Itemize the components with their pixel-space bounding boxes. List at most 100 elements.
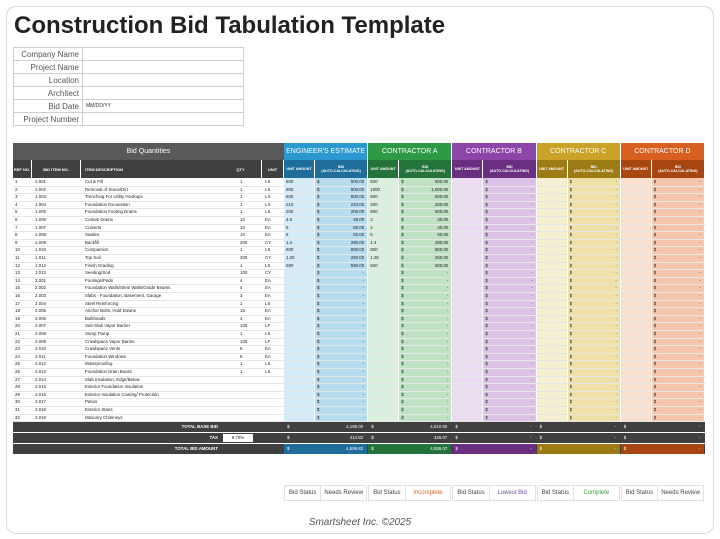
cell-unit[interactable]: EA [265,315,271,321]
cell-unit-amount[interactable]: 4.5 [286,217,293,222]
cell-item[interactable]: 2.002 [35,285,46,291]
cell-unit-amount[interactable] [539,239,566,247]
cell-unit-amount[interactable] [539,315,566,323]
cell-desc[interactable]: Sump Pump [85,331,110,336]
cell-unit[interactable]: LF [265,338,271,344]
cell-unit-amount[interactable]: 1000 [370,186,380,192]
cell-ref[interactable]: 12 [15,262,20,268]
cell-ref[interactable]: 14 [15,277,20,283]
cell-unit-amount[interactable] [454,193,481,201]
cell-unit-amount[interactable] [539,398,566,406]
cell-unit-amount[interactable] [539,345,566,353]
cell-unit-amount[interactable] [539,284,566,292]
cell-unit-amount[interactable] [623,284,650,292]
cell-unit-amount[interactable] [539,201,566,209]
cell-item[interactable]: 1.010 [35,247,46,253]
bid-status-value[interactable]: Needs Review [324,490,364,496]
cell-unit[interactable]: LS [265,361,271,367]
cell-item[interactable]: 2.007 [35,323,46,329]
cell-qty[interactable]: 1 [240,300,243,306]
cell-unit-amount[interactable] [623,178,650,186]
project-info-value[interactable]: MM/DD/YY [82,99,244,113]
cell-ref[interactable]: 8 [15,232,18,238]
cell-ref[interactable]: 6 [15,217,18,222]
bid-status-value[interactable]: Complete [583,490,610,496]
cell-item[interactable]: 1.006 [35,217,46,222]
cell-unit[interactable]: EA [265,232,271,238]
cell-unit-amount[interactable] [454,391,481,399]
cell-desc[interactable]: Slab Insulation, Edge/Below [85,376,140,382]
cell-desc[interactable]: Foundation Windows [85,353,127,359]
cell-unit-amount[interactable] [623,292,650,300]
cell-ref[interactable]: 25 [15,361,20,367]
cell-item[interactable]: 2.015 [35,384,46,390]
cell-desc[interactable]: Sub-Slab Vapor Barrier [85,323,131,329]
cell-ref[interactable]: 18 [15,308,20,314]
cell-qty[interactable]: 100 [240,338,248,344]
cell-unit-amount[interactable] [623,406,650,414]
cell-qty[interactable]: 100 [240,270,248,276]
cell-item[interactable]: 1.013 [35,270,46,276]
cell-unit-amount[interactable] [539,224,566,232]
cell-unit-amount[interactable]: 4 [370,224,373,230]
cell-unit-amount[interactable] [454,224,481,232]
cell-unit[interactable]: LS [265,369,271,374]
project-info-value[interactable] [82,86,244,100]
cell-unit-amount[interactable] [623,239,650,247]
cell-unit-amount[interactable] [286,338,313,346]
cell-unit-amount[interactable] [623,383,650,391]
cell-unit-amount[interactable] [623,338,650,346]
cell-unit-amount[interactable] [286,307,313,315]
cell-unit-amount[interactable] [454,216,481,224]
cell-desc[interactable]: Trenching For Utility Hookups [85,194,143,200]
cell-item[interactable]: 2.006 [35,315,46,321]
cell-unit-amount[interactable] [370,338,397,346]
cell-unit-amount[interactable] [454,254,481,262]
cell-item[interactable]: 2.010 [35,346,46,352]
cell-unit[interactable]: LS [265,179,271,184]
cell-unit-amount[interactable]: 500 [286,179,294,184]
cell-unit-amount[interactable] [623,231,650,239]
cell-unit-amount[interactable]: 210 [286,201,294,207]
cell-unit-amount[interactable] [454,345,481,353]
cell-unit-amount[interactable] [454,368,481,376]
cell-qty[interactable] [240,398,260,406]
cell-unit-amount[interactable] [286,368,313,376]
cell-ref[interactable]: 15 [15,285,20,291]
cell-unit-amount[interactable] [623,262,650,270]
cell-qty[interactable]: 1 [240,361,243,367]
cell-desc[interactable]: Finish Grading [85,262,114,268]
cell-desc[interactable]: Patios [85,399,98,405]
cell-desc[interactable]: Footings/Pads [85,277,114,283]
cell-qty[interactable]: 1 [240,331,243,336]
cell-unit-amount[interactable] [370,376,397,384]
cell-desc[interactable]: Exterior Stairs [85,407,113,412]
cell-ref[interactable]: 21 [15,331,20,336]
cell-unit-amount[interactable] [370,368,397,376]
cell-ref[interactable]: 4 [15,201,18,207]
cell-unit-amount[interactable] [623,254,650,262]
cell-item[interactable]: 2.011 [35,353,46,359]
cell-unit-amount[interactable] [370,277,397,285]
cell-unit[interactable]: LS [265,300,271,306]
cell-unit-amount[interactable] [370,284,397,292]
cell-unit-amount[interactable] [539,292,566,300]
cell-unit[interactable]: EA [265,293,271,298]
cell-unit-amount[interactable] [286,315,313,323]
cell-qty[interactable]: 200 [240,239,248,245]
cell-unit-amount[interactable] [286,398,313,406]
cell-desc[interactable]: Swales [85,232,100,238]
cell-unit-amount[interactable] [539,216,566,224]
cell-unit-amount[interactable] [370,353,397,361]
bid-status-value[interactable]: Lowest Bid [497,490,527,496]
cell-ref[interactable]: 11 [15,255,20,260]
cell-unit-amount[interactable] [623,398,650,406]
cell-ref[interactable]: 13 [15,270,20,276]
project-info-value[interactable] [82,112,244,126]
cell-unit-amount[interactable] [454,353,481,361]
cell-unit-amount[interactable] [286,353,313,361]
cell-unit-amount[interactable] [454,338,481,346]
cell-unit-amount[interactable] [539,178,566,186]
cell-ref[interactable]: 27 [15,376,20,382]
cell-qty[interactable] [240,406,260,414]
